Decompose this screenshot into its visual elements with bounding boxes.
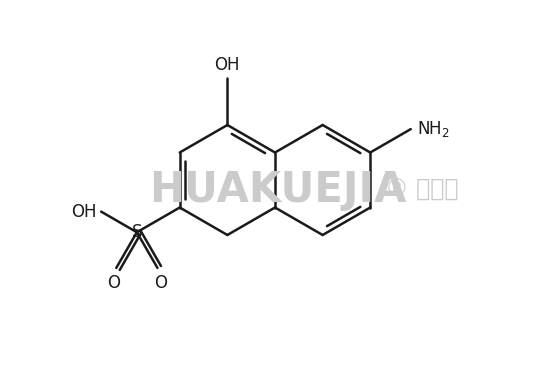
Text: OH: OH [215, 56, 240, 74]
Text: NH$_2$: NH$_2$ [417, 119, 449, 139]
Text: O: O [107, 274, 120, 292]
Text: ® 化学加: ® 化学加 [385, 178, 459, 202]
Text: O: O [154, 274, 167, 292]
Text: HUAKUEJIA: HUAKUEJIA [150, 169, 406, 211]
Text: S: S [132, 223, 142, 241]
Text: OH: OH [71, 203, 96, 221]
